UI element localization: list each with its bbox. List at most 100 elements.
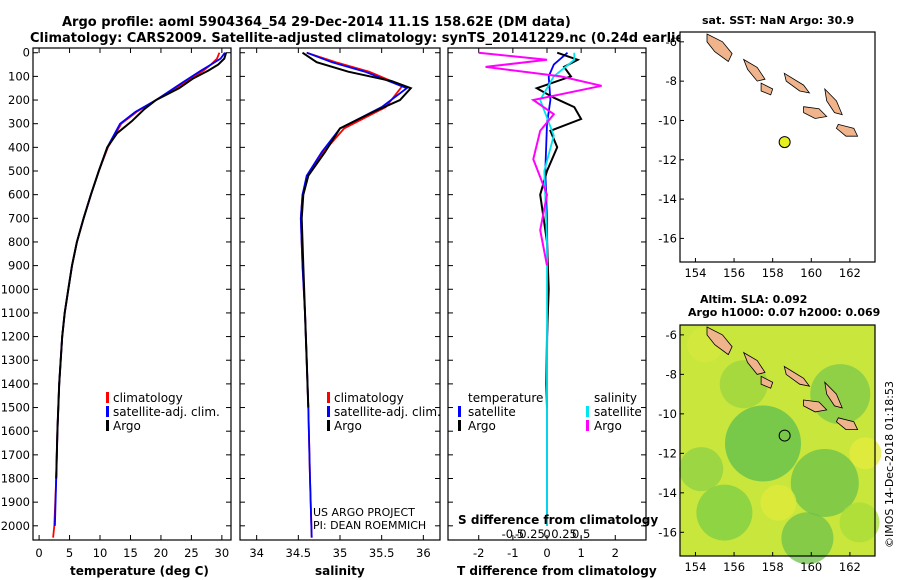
sla-anomaly-patch — [849, 437, 882, 470]
temperature-xlabel: temperature (deg C) — [70, 564, 209, 578]
sla-anomaly-patch — [790, 448, 859, 517]
xtick-label: 20 — [154, 546, 169, 560]
map-xtick-label: 162 — [839, 266, 861, 280]
map-xtick-label: 156 — [723, 266, 745, 280]
map-ytick-label: -10 — [658, 113, 677, 127]
island — [706, 326, 733, 356]
legend-swatch-t-satellite — [458, 406, 461, 417]
s-xtick-label: 0.5 — [572, 527, 590, 541]
xtick-label: 10 — [93, 546, 108, 560]
xtick-label: 0 — [543, 546, 550, 560]
sst-field — [680, 32, 875, 262]
legend-satellite: satellite-adj. clim. — [334, 405, 441, 419]
map-ytick-label: -12 — [658, 153, 677, 167]
ytick-label: 600 — [8, 188, 30, 202]
map-ytick-label: -10 — [658, 407, 677, 421]
legend-swatch-argo — [327, 420, 330, 431]
map-ytick-label: -6 — [666, 35, 677, 49]
sla-anomaly-patch — [725, 405, 802, 482]
xtick-label: 0 — [35, 546, 42, 560]
sla-anomaly-patch — [810, 364, 871, 425]
ytick-label: 2000 — [1, 519, 30, 533]
title-line-1: Argo profile: aoml 5904364_54 29-Dec-201… — [62, 15, 571, 30]
xtick-label: 25 — [184, 546, 199, 560]
xtick-label: 36 — [416, 546, 431, 560]
map-xtick-label: 156 — [723, 560, 745, 574]
island — [803, 106, 828, 119]
credit-line-1: US ARGO PROJECT — [313, 506, 415, 519]
map-frame — [679, 31, 876, 263]
legend-satellite: satellite-adj. clim. — [113, 405, 220, 419]
sst-map-title: sat. SST: NaN Argo: 30.9 — [702, 14, 854, 27]
legend-t-argo: Argo — [468, 419, 496, 433]
map-xtick-label: 160 — [800, 560, 822, 574]
credit-line-2: PI: DEAN ROEMMICH — [313, 519, 426, 532]
legend-argo: Argo — [334, 419, 362, 433]
sla-map: 154 156 158 160 162 -6 -8 -10 -12 -14 -16 — [658, 324, 882, 574]
island — [706, 33, 733, 63]
difference-xlabel: T difference from climatology — [457, 564, 657, 578]
ytick-label: 1500 — [1, 401, 30, 415]
series-line-argo — [55, 52, 228, 479]
xtick-label: -1 — [507, 546, 518, 560]
xtick-label: 34.5 — [286, 546, 312, 560]
xtick-label: 5 — [66, 546, 73, 560]
xtick-label: 34 — [249, 546, 264, 560]
island — [760, 82, 774, 96]
xtick-label: 35 — [333, 546, 348, 560]
difference-legend: temperature salinity satellite Argo sate… — [458, 391, 642, 433]
map-frame — [679, 324, 876, 557]
legend-swatch-s-satellite — [586, 406, 589, 417]
legend-swatch-s-argo — [586, 420, 589, 431]
legend-climatology: climatology — [113, 391, 183, 405]
legend-climatology: climatology — [334, 391, 404, 405]
ytick-label: 300 — [8, 117, 30, 131]
xtick-label: 35.5 — [369, 546, 395, 560]
depth-tick-labels: 0 100 200 300 400 500 600 700 800 900 1000 1100 1200… — [1, 46, 30, 533]
s-xtick-label: -0.25 — [515, 527, 545, 541]
island — [742, 58, 766, 82]
map-ytick-label: -6 — [666, 328, 677, 342]
sla-map-title-1: Altim. SLA: 0.092 — [700, 293, 807, 306]
map-xtick-label: 154 — [684, 560, 706, 574]
legend-s-header: salinity — [594, 391, 637, 405]
legend-argo: Argo — [113, 419, 141, 433]
sla-map-title-2: Argo h1000: 0.07 h2000: 0.069 — [688, 306, 880, 319]
ytick-label: 1400 — [1, 377, 30, 391]
sla-anomaly-patch — [781, 512, 834, 565]
series-line-argo — [300, 51, 413, 408]
ytick-label: 800 — [8, 235, 30, 249]
ytick-label: 1600 — [1, 424, 30, 438]
map-ytick-label: -16 — [658, 525, 677, 539]
temperature-chart: 0 5 10 15 20 25 30 — [33, 48, 231, 560]
xtick-label: 30 — [215, 546, 230, 560]
sla-anomaly-patch — [696, 484, 753, 541]
ytick-label: 400 — [8, 140, 30, 154]
series-line-s-argo — [478, 51, 602, 266]
island — [824, 87, 843, 116]
sla-anomaly-patch — [760, 484, 797, 521]
island — [783, 72, 811, 94]
salinity-chart: 34 34.5 35 35.5 36 — [240, 48, 440, 560]
legend-swatch-climatology — [327, 392, 330, 403]
island — [824, 381, 843, 409]
series-line-s-satellite — [539, 52, 576, 526]
legend-swatch-satellite — [327, 406, 330, 417]
sla-anomaly-patch — [839, 502, 880, 543]
salinity-xlabel: salinity — [315, 564, 365, 578]
ytick-label: 1100 — [1, 306, 30, 320]
s-difference-label: S difference from climatology — [458, 513, 658, 527]
s-xtick-label: 0 — [543, 527, 550, 541]
temperature-panel-frame — [32, 47, 232, 541]
xtick-label: 2 — [612, 546, 619, 560]
map-xtick-label: 158 — [762, 266, 784, 280]
s-xtick-label: -0.5 — [502, 527, 524, 541]
sla-anomaly-patch — [679, 447, 724, 492]
ytick-label: 1800 — [1, 472, 30, 486]
xtick-label: -2 — [473, 546, 484, 560]
island — [760, 375, 774, 389]
argo-location-marker — [778, 136, 791, 149]
map-ytick-label: -16 — [658, 231, 677, 245]
map-xtick-label: 160 — [800, 266, 822, 280]
